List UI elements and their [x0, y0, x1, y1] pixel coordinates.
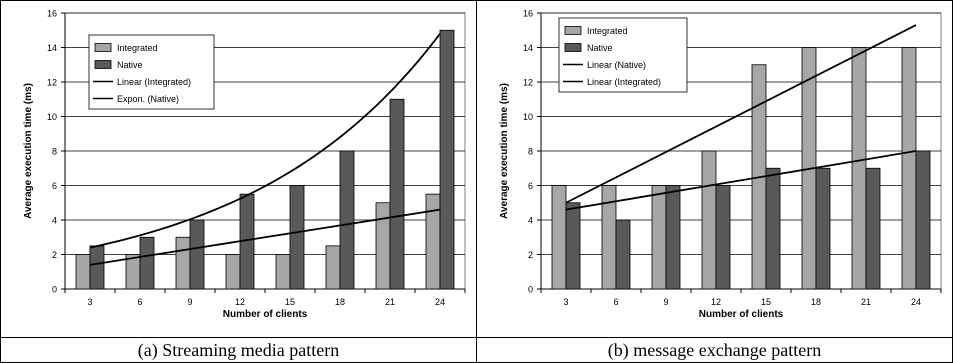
caption-message-exchange: (b) message exchange pattern [607, 340, 822, 360]
x-tick-label: 3 [563, 297, 568, 307]
x-tick-label: 9 [663, 297, 668, 307]
y-tick-label: 6 [52, 181, 57, 191]
x-tick-label: 18 [335, 297, 345, 307]
caption-streaming: (a) Streaming media pattern [137, 340, 340, 360]
y-tick-label: 0 [52, 285, 57, 295]
legend-swatch-native [564, 43, 582, 52]
legend: Integrated Native Linear (Integrated) Expon… [88, 34, 215, 110]
y-tick-label: 14 [523, 43, 533, 53]
legend-label: Linear (Integrated) [587, 77, 661, 87]
y-tick-label: 0 [528, 285, 533, 295]
bar-native [139, 236, 155, 290]
bar-native [389, 98, 405, 290]
legend-label: Linear (Native) [587, 60, 646, 70]
x-tick-label: 9 [187, 297, 192, 307]
y-tick-label: 14 [47, 43, 57, 53]
x-tick-label: 24 [435, 297, 445, 307]
bar-integrated [425, 193, 441, 290]
bar-integrated [225, 254, 241, 290]
trendline-linear-integrated [565, 24, 917, 204]
y-tick-label: 16 [523, 9, 533, 19]
bar-native [339, 150, 355, 290]
x-axis-title: Number of clients [223, 309, 308, 320]
bar-native [439, 29, 455, 290]
legend-label: Native [587, 43, 613, 53]
x-tick-label: 3 [87, 297, 92, 307]
bar-integrated [75, 254, 91, 290]
y-tick-label: 10 [523, 112, 533, 122]
x-tick-label: 15 [761, 297, 771, 307]
legend-swatch-native [94, 60, 112, 69]
bar-native [715, 185, 731, 290]
caption-row: (a) Streaming media pattern (b) message … [1, 337, 952, 363]
legend-label: Linear (Integrated) [117, 77, 191, 87]
chart-panel-message-exchange: 0 2 4 6 8 10 12 14 16 3 6 9 12 15 18 21 24 Number of clie… [477, 1, 952, 362]
bar-native [615, 219, 631, 290]
bar-integrated [175, 236, 191, 290]
bar-integrated [901, 47, 917, 290]
bar-native [915, 150, 931, 290]
bar-native [89, 245, 105, 290]
legend-swatch-integrated [94, 43, 112, 52]
x-tick-label: 21 [861, 297, 871, 307]
y-axis-title: Average execution time (ms) [23, 83, 34, 219]
bar-integrated [275, 254, 291, 290]
bar-integrated [851, 47, 867, 290]
bar-native [665, 185, 681, 290]
bar-native [565, 202, 581, 290]
x-tick-label: 12 [711, 297, 721, 307]
y-tick-label: 2 [52, 250, 57, 260]
legend-label: Integrated [117, 43, 158, 53]
y-tick-label: 4 [528, 216, 533, 226]
x-axis-title: Number of clients [699, 309, 784, 320]
legend-label: Expon. (Native) [117, 94, 179, 104]
x-tick-label: 15 [285, 297, 295, 307]
y-tick-label: 12 [523, 78, 533, 88]
x-tick-label: 24 [911, 297, 921, 307]
bar-integrated [375, 202, 391, 290]
y-tick-label: 4 [52, 216, 57, 226]
bar-native [865, 167, 881, 290]
legend-swatch-integrated [564, 26, 582, 35]
y-tick-label: 10 [47, 112, 57, 122]
bar-integrated [651, 185, 667, 290]
x-tick-label: 6 [137, 297, 142, 307]
bar-integrated [325, 245, 341, 290]
y-tick-label: 6 [528, 181, 533, 191]
bar-native [815, 167, 831, 290]
legend: Integrated Native Linear (Native) Linear (I… [558, 17, 688, 93]
bar-native [289, 185, 305, 290]
trendline-linear-native [565, 150, 917, 211]
x-tick-label: 6 [613, 297, 618, 307]
legend-label: Native [117, 60, 143, 70]
bar-native [765, 167, 781, 290]
y-tick-label: 8 [528, 147, 533, 157]
legend-label: Integrated [587, 26, 628, 36]
bar-integrated [701, 150, 717, 290]
y-tick-label: 12 [47, 78, 57, 88]
x-tick-label: 21 [385, 297, 395, 307]
trendline-linear-integrated [89, 208, 441, 266]
y-axis-title: Average execution time (ms) [499, 83, 510, 219]
y-tick-label: 2 [528, 250, 533, 260]
y-tick-label: 16 [47, 9, 57, 19]
y-tick-label: 8 [52, 147, 57, 157]
chart-panel-streaming: 0 2 4 6 8 10 12 14 16 3 6 9 12 15 18 21 24 Number of clie… [1, 1, 477, 362]
trendline-expon-native [89, 33, 441, 249]
x-tick-label: 12 [235, 297, 245, 307]
bar-native [189, 219, 205, 290]
bar-integrated [551, 185, 567, 290]
x-tick-label: 18 [811, 297, 821, 307]
